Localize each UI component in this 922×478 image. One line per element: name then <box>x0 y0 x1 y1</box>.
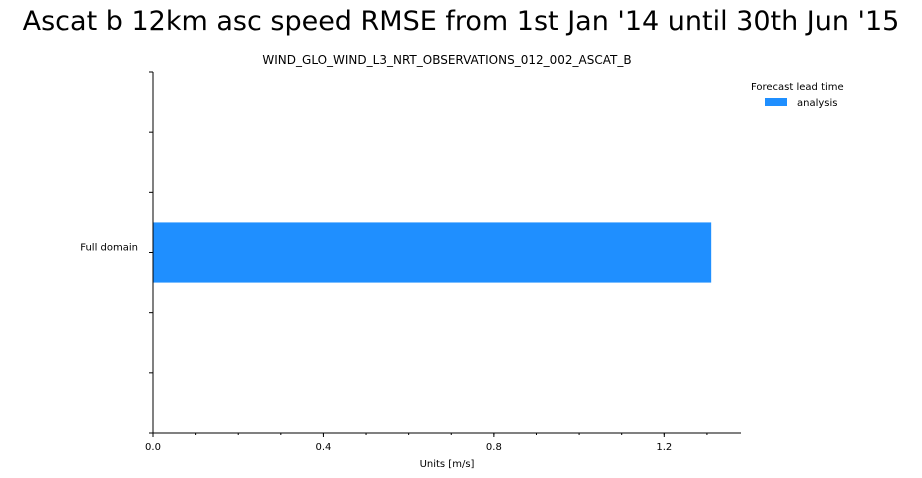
legend-title: Forecast lead time <box>751 82 844 93</box>
legend-items: analysis <box>765 98 838 109</box>
chart-subtitle: WIND_GLO_WIND_L3_NRT_OBSERVATIONS_012_00… <box>262 53 631 67</box>
legend: Forecast lead time analysis <box>751 82 844 109</box>
legend-swatch <box>765 98 787 106</box>
x-axis-label: Units [m/s] <box>420 459 475 470</box>
x-tick-label: 0.4 <box>315 442 331 453</box>
x-tick-label: 0.8 <box>486 442 502 453</box>
legend-label: analysis <box>797 98 838 109</box>
plot-area <box>153 222 712 283</box>
bar-full-domain <box>153 222 712 283</box>
x-axis-ticks: 0.0 0.4 0.8 1.2 <box>145 433 708 453</box>
chart-title: Ascat b 12km asc speed RMSE from 1st Jan… <box>22 6 900 37</box>
y-axis-ticks: Full domain <box>80 71 153 434</box>
x-tick-label: 1.2 <box>656 442 672 453</box>
x-tick-label: 0.0 <box>145 442 161 453</box>
y-tick-label: Full domain <box>80 243 138 254</box>
